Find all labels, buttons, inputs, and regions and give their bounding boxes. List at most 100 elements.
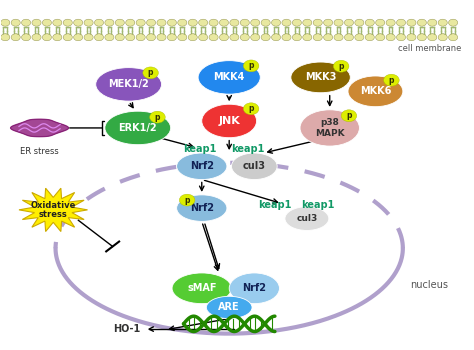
Circle shape bbox=[240, 19, 249, 26]
Text: cul3: cul3 bbox=[296, 214, 318, 223]
Circle shape bbox=[53, 19, 62, 26]
Circle shape bbox=[438, 19, 447, 26]
Polygon shape bbox=[19, 188, 88, 232]
Circle shape bbox=[84, 19, 93, 26]
Ellipse shape bbox=[177, 195, 227, 221]
Circle shape bbox=[126, 34, 135, 41]
Ellipse shape bbox=[229, 273, 280, 304]
Circle shape bbox=[251, 19, 260, 26]
Ellipse shape bbox=[172, 273, 231, 304]
Circle shape bbox=[251, 34, 260, 41]
Circle shape bbox=[345, 19, 354, 26]
Circle shape bbox=[324, 19, 333, 26]
Circle shape bbox=[292, 34, 301, 41]
Circle shape bbox=[188, 34, 197, 41]
Circle shape bbox=[73, 34, 83, 41]
Text: cul3: cul3 bbox=[243, 161, 266, 171]
Circle shape bbox=[0, 34, 10, 41]
Circle shape bbox=[157, 19, 166, 26]
Circle shape bbox=[21, 34, 31, 41]
Circle shape bbox=[143, 67, 158, 79]
Text: ERK1/2: ERK1/2 bbox=[118, 123, 157, 133]
Circle shape bbox=[313, 34, 322, 41]
Ellipse shape bbox=[177, 153, 227, 180]
Circle shape bbox=[105, 19, 114, 26]
Ellipse shape bbox=[105, 111, 171, 145]
Circle shape bbox=[438, 34, 447, 41]
Circle shape bbox=[417, 34, 427, 41]
Circle shape bbox=[136, 34, 145, 41]
Circle shape bbox=[146, 19, 155, 26]
Circle shape bbox=[115, 34, 124, 41]
Ellipse shape bbox=[206, 296, 252, 318]
Circle shape bbox=[11, 34, 20, 41]
Text: p: p bbox=[346, 111, 352, 120]
Text: p: p bbox=[338, 62, 344, 71]
Text: MEK1/2: MEK1/2 bbox=[108, 79, 149, 89]
Ellipse shape bbox=[291, 62, 350, 93]
Circle shape bbox=[63, 34, 73, 41]
Circle shape bbox=[383, 74, 399, 86]
Circle shape bbox=[341, 110, 357, 122]
Circle shape bbox=[157, 34, 166, 41]
Circle shape bbox=[272, 34, 281, 41]
Circle shape bbox=[178, 19, 187, 26]
Circle shape bbox=[199, 19, 208, 26]
Circle shape bbox=[313, 19, 322, 26]
Text: p: p bbox=[184, 196, 190, 205]
Circle shape bbox=[407, 19, 416, 26]
Circle shape bbox=[105, 34, 114, 41]
Circle shape bbox=[448, 19, 458, 26]
Text: Nrf2: Nrf2 bbox=[190, 203, 214, 213]
Circle shape bbox=[146, 34, 155, 41]
Text: nucleus: nucleus bbox=[410, 280, 448, 290]
Circle shape bbox=[303, 19, 312, 26]
Circle shape bbox=[32, 34, 41, 41]
Circle shape bbox=[94, 34, 104, 41]
Circle shape bbox=[188, 19, 197, 26]
Circle shape bbox=[375, 19, 385, 26]
Circle shape bbox=[324, 34, 333, 41]
Circle shape bbox=[243, 103, 259, 115]
Circle shape bbox=[261, 34, 270, 41]
Circle shape bbox=[386, 34, 395, 41]
Text: keap1: keap1 bbox=[183, 144, 216, 154]
Circle shape bbox=[428, 34, 437, 41]
Circle shape bbox=[115, 19, 124, 26]
Circle shape bbox=[73, 19, 83, 26]
Circle shape bbox=[167, 34, 176, 41]
Circle shape bbox=[365, 19, 374, 26]
Text: MKK6: MKK6 bbox=[360, 86, 391, 96]
Circle shape bbox=[53, 34, 62, 41]
Text: MKK4: MKK4 bbox=[213, 72, 245, 82]
Text: keap1: keap1 bbox=[258, 199, 292, 210]
Circle shape bbox=[375, 34, 385, 41]
Circle shape bbox=[42, 19, 52, 26]
Ellipse shape bbox=[300, 110, 359, 146]
Text: p: p bbox=[248, 61, 254, 70]
Circle shape bbox=[167, 19, 176, 26]
Ellipse shape bbox=[231, 153, 277, 180]
Circle shape bbox=[365, 34, 374, 41]
Ellipse shape bbox=[202, 104, 256, 138]
Circle shape bbox=[396, 34, 406, 41]
Circle shape bbox=[126, 19, 135, 26]
Text: JNK: JNK bbox=[219, 116, 240, 126]
Circle shape bbox=[94, 19, 104, 26]
Circle shape bbox=[333, 60, 349, 72]
Circle shape bbox=[386, 19, 395, 26]
Text: p: p bbox=[155, 113, 160, 122]
Circle shape bbox=[150, 111, 165, 123]
Circle shape bbox=[11, 19, 20, 26]
Circle shape bbox=[272, 19, 281, 26]
Text: p: p bbox=[389, 76, 394, 85]
Text: cell membrane: cell membrane bbox=[398, 44, 462, 53]
Circle shape bbox=[407, 34, 416, 41]
Text: ARE: ARE bbox=[219, 302, 240, 313]
Circle shape bbox=[355, 19, 364, 26]
Text: keap1: keap1 bbox=[231, 144, 264, 154]
Circle shape bbox=[219, 34, 228, 41]
Text: p: p bbox=[248, 104, 254, 113]
Ellipse shape bbox=[96, 68, 162, 101]
Circle shape bbox=[0, 19, 10, 26]
